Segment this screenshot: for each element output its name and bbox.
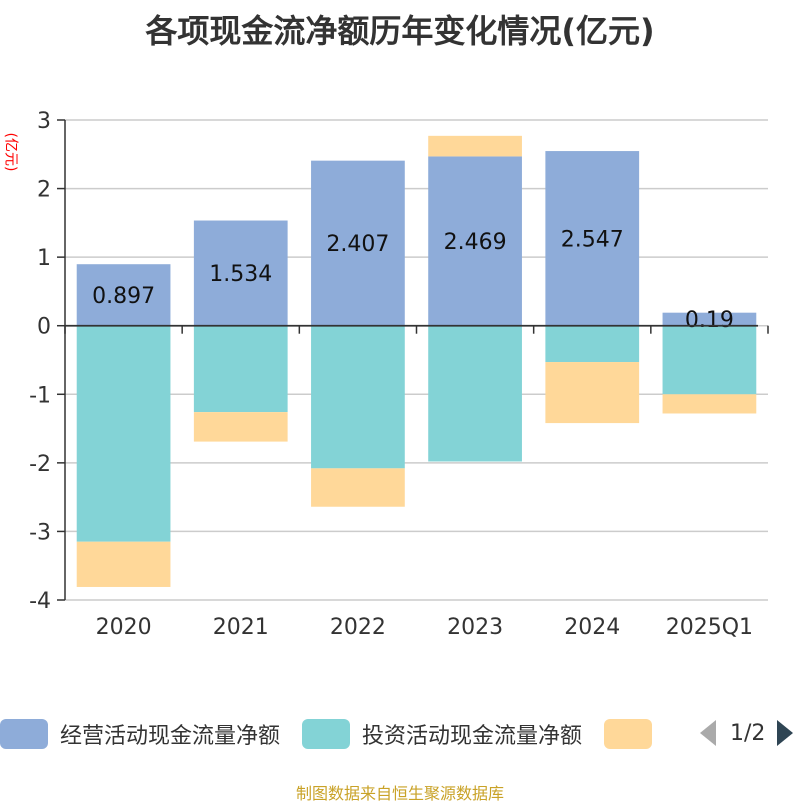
legend-swatch-financing: [604, 719, 653, 749]
legend-pager: 1/2: [700, 720, 794, 746]
data-label: 0.19: [685, 308, 734, 333]
bar-segment-2: [428, 325, 522, 462]
bar-segment-3: [662, 394, 757, 414]
bar-segment-1: [193, 220, 288, 326]
x-tick-label: 2023: [447, 615, 503, 640]
bar-segment-3: [428, 135, 522, 157]
y-tick-label: 3: [37, 109, 51, 134]
data-source-note: 制图数据来自恒生聚源数据库: [295, 784, 504, 803]
bar-segment-3: [545, 362, 640, 424]
bar-segment-2: [545, 325, 640, 363]
bar-segment-2: [76, 325, 171, 542]
legend: 经营活动现金流量净额 投资活动现金流量净额: [0, 716, 686, 752]
y-tick-label: 0: [37, 315, 51, 340]
chart-title: 各项现金流净额历年变化情况(亿元): [145, 12, 655, 50]
y-tick-label: -2: [29, 452, 51, 477]
x-tick-label: 2020: [96, 615, 152, 640]
pager-next-icon[interactable]: [777, 720, 794, 746]
bar-segment-2: [193, 325, 288, 413]
bar-segment-1: [428, 156, 522, 326]
data-label: 1.534: [209, 262, 272, 287]
bar-segment-1: [311, 160, 405, 326]
data-label: 2.469: [444, 230, 507, 255]
legend-item-operating[interactable]: 经营活动现金流量净额: [0, 718, 280, 750]
x-tick-label: 2021: [213, 615, 269, 640]
bar-segment-2: [662, 325, 757, 395]
x-tick-label: 2025Q1: [666, 615, 753, 640]
bar-segment-2: [311, 325, 405, 469]
data-label: 0.897: [92, 284, 155, 309]
y-tick-label: -4: [29, 589, 51, 614]
pager-prev-icon[interactable]: [700, 720, 716, 746]
data-label: 2.407: [326, 232, 389, 257]
x-tick-label: 2022: [330, 615, 386, 640]
legend-label-operating: 经营活动现金流量净额: [60, 724, 281, 749]
y-tick-label: 1: [37, 246, 51, 271]
pager-text: 1/2: [730, 720, 766, 746]
bar-segment-3: [311, 468, 405, 507]
data-label: 2.547: [561, 227, 624, 252]
legend-swatch-operating: [0, 719, 48, 749]
legend-label-investing: 投资活动现金流量净额: [362, 724, 583, 749]
y-tick-label: 2: [37, 178, 51, 203]
bar-segment-3: [193, 412, 288, 442]
x-tick-label: 2024: [564, 615, 620, 640]
legend-item-investing[interactable]: 投资活动现金流量净额: [302, 718, 582, 750]
legend-swatch-investing: [302, 719, 351, 749]
legend-item-financing[interactable]: [604, 719, 664, 749]
bar-segment-3: [76, 541, 171, 587]
bar-segment-1: [76, 264, 171, 326]
bar-segment-1: [662, 312, 757, 326]
bar-segment-1: [545, 151, 640, 326]
y-tick-label: -1: [29, 383, 51, 408]
stacked-bar-chart: 3 2 1 0 -1 -2 -3 -4 0.897 2020 1.534 2021 2.407 2022 2…: [29, 109, 769, 640]
y-tick-label: -3: [29, 520, 51, 545]
